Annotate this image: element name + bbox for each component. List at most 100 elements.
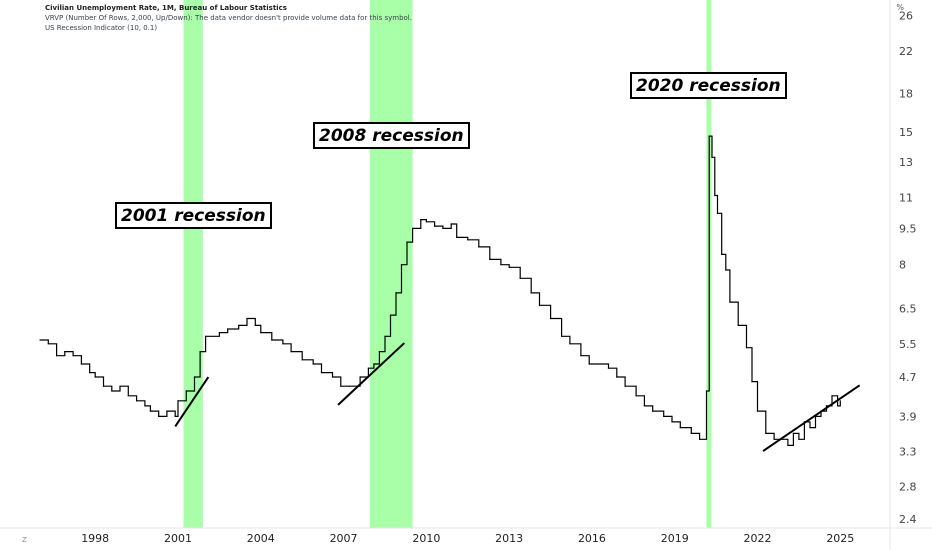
- data-point-30: [282, 343, 284, 345]
- data-point-77: [690, 432, 692, 434]
- data-point-31: [290, 351, 292, 353]
- data-point-2: [56, 355, 58, 357]
- data-point-43: [389, 314, 392, 316]
- data-point-6: [89, 372, 91, 374]
- data-point-96: [798, 438, 800, 440]
- data-point-67: [596, 363, 599, 365]
- data-point-62: [550, 317, 552, 320]
- data-point-19: [185, 390, 187, 392]
- data-point-79: [705, 390, 708, 392]
- data-point-13: [144, 405, 146, 407]
- data-point-103: [837, 405, 839, 407]
- data-point-87: [737, 324, 739, 326]
- data-point-45: [400, 264, 403, 266]
- data-point-35: [331, 376, 334, 378]
- data-point-24: [227, 328, 229, 330]
- series-line-0: [40, 135, 841, 446]
- data-point-90: [756, 410, 759, 412]
- data-point-63: [561, 335, 563, 337]
- data-point-39: [367, 367, 369, 369]
- data-point-73: [652, 410, 654, 412]
- chart-legend: Civilian Unemployment Rate, 1M, Bureau o…: [45, 3, 412, 33]
- data-point-68: [607, 367, 610, 369]
- data-point-104: [839, 400, 841, 402]
- data-point-26: [246, 317, 248, 320]
- data-point-21: [199, 351, 201, 353]
- data-point-20: [193, 376, 196, 378]
- data-point-48: [420, 219, 422, 221]
- data-point-25: [238, 324, 240, 326]
- data-point-89: [751, 381, 753, 383]
- data-point-61: [538, 304, 541, 306]
- data-point-29: [271, 339, 273, 341]
- data-point-7: [94, 376, 96, 378]
- data-point-75: [671, 421, 673, 423]
- data-point-15: [158, 415, 160, 417]
- data-point-54: [467, 239, 469, 241]
- data-point-5: [80, 363, 82, 365]
- data-point-47: [412, 227, 414, 229]
- trend-line-1: [337, 342, 405, 406]
- data-point-71: [635, 395, 637, 397]
- y-tick-label-3: 15: [899, 126, 913, 139]
- data-point-28: [260, 332, 262, 334]
- data-point-83: [716, 212, 719, 214]
- data-point-46: [406, 241, 408, 243]
- data-point-102: [831, 395, 833, 397]
- trend-line-0: [174, 376, 210, 427]
- data-point-101: [825, 405, 828, 407]
- trend-line-2: [762, 384, 861, 452]
- data-point-55: [478, 246, 480, 248]
- data-point-42: [384, 335, 386, 337]
- data-point-3: [64, 351, 66, 353]
- x-tick-label-3: 2007: [330, 532, 358, 545]
- data-point-11: [127, 395, 129, 397]
- x-tick-label-6: 2016: [578, 532, 606, 545]
- x-tick-label-8: 2022: [744, 532, 772, 545]
- data-point-44: [395, 292, 397, 294]
- recession-band-0: [183, 0, 203, 528]
- data-point-12: [136, 400, 138, 402]
- data-point-10: [119, 385, 121, 387]
- data-point-95: [792, 432, 795, 434]
- data-point-56: [489, 258, 491, 260]
- data-point-18: [177, 400, 179, 402]
- y-tick-label-0: 26: [899, 10, 913, 23]
- data-point-91: [765, 432, 767, 434]
- y-tick-label-8: 6.5: [899, 303, 917, 316]
- data-point-76: [679, 427, 681, 429]
- data-point-17: [174, 415, 176, 417]
- legend-recession-indicator: US Recession Indicator (10, 0.1): [45, 24, 158, 32]
- data-point-27: [254, 324, 256, 326]
- data-point-74: [663, 415, 665, 417]
- data-point-70: [624, 385, 626, 387]
- x-tick-label-2: 2004: [247, 532, 275, 545]
- data-point-60: [530, 292, 532, 294]
- data-point-84: [721, 253, 723, 255]
- data-point-41: [378, 351, 380, 353]
- timezone-icon[interactable]: Z: [22, 536, 27, 544]
- data-point-57: [500, 264, 502, 266]
- annotation-2008-recession: 2008 recession: [313, 122, 470, 149]
- y-tick-label-11: 3.9: [899, 410, 917, 423]
- y-tick-label-4: 13: [899, 156, 913, 169]
- data-point-38: [359, 376, 361, 378]
- y-tick-label-1: 22: [899, 45, 913, 58]
- data-point-92: [773, 438, 775, 440]
- annotation-2020-recession: 2020 recession: [630, 72, 787, 99]
- x-tick-label-7: 2019: [661, 532, 689, 545]
- annotation-2001-recession: 2001 recession: [115, 202, 272, 229]
- y-tick-label-13: 2.8: [899, 480, 917, 493]
- x-tick-label-1: 2001: [164, 532, 192, 545]
- data-point-80: [708, 135, 710, 137]
- data-point-58: [508, 266, 510, 268]
- data-point-85: [725, 269, 727, 271]
- data-point-86: [729, 301, 731, 303]
- data-point-40: [373, 363, 375, 365]
- data-point-81: [711, 156, 713, 158]
- y-tick-label-12: 3.3: [899, 446, 917, 459]
- data-point-22: [205, 335, 207, 337]
- data-point-53: [456, 236, 458, 238]
- data-point-51: [442, 227, 444, 229]
